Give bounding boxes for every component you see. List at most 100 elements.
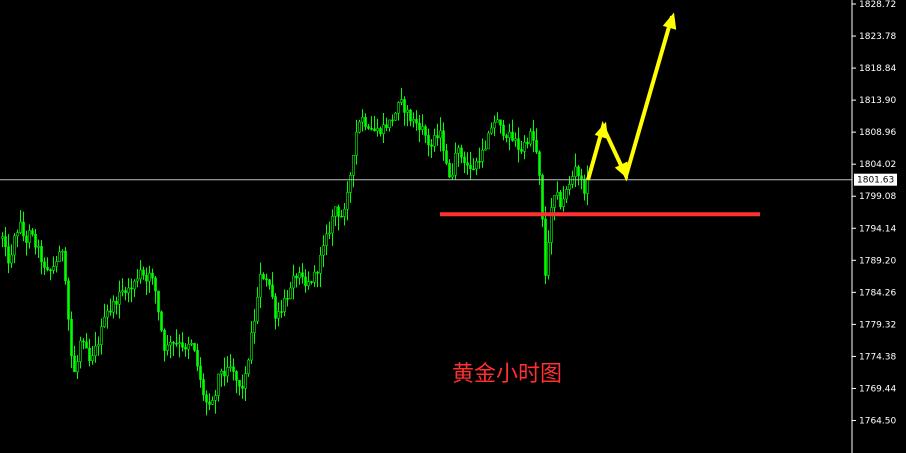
candle xyxy=(325,224,328,256)
y-tick-label: 1823.78 xyxy=(859,32,896,42)
candle xyxy=(199,357,202,388)
candle xyxy=(400,87,403,106)
candle xyxy=(169,335,172,359)
candle xyxy=(301,263,304,284)
candle xyxy=(412,112,415,128)
candle xyxy=(145,267,148,295)
candle xyxy=(244,366,247,401)
candle xyxy=(4,226,7,257)
y-tick-label: 1779.32 xyxy=(859,320,896,330)
candle xyxy=(379,126,382,137)
candle xyxy=(469,151,472,180)
candle xyxy=(523,135,526,160)
candle xyxy=(148,265,151,293)
candle xyxy=(346,181,349,221)
candle xyxy=(127,278,130,303)
candle xyxy=(241,374,244,399)
candle xyxy=(103,303,106,328)
candle xyxy=(76,355,79,380)
candle xyxy=(97,336,100,356)
candle xyxy=(298,266,301,285)
y-tick-label: 1813.90 xyxy=(859,96,896,106)
candle xyxy=(19,210,22,235)
chart-annotation: 黄金小时图 xyxy=(452,362,562,387)
candle xyxy=(193,342,196,353)
candle xyxy=(526,137,529,149)
candle xyxy=(370,116,373,131)
candle xyxy=(565,186,568,203)
candle xyxy=(124,286,127,301)
candle xyxy=(136,269,139,288)
candle xyxy=(16,229,19,248)
candle xyxy=(478,147,481,169)
candle xyxy=(73,345,76,373)
candle xyxy=(220,368,223,387)
candle xyxy=(184,343,187,357)
candle xyxy=(475,157,478,176)
forecast-arrowhead xyxy=(662,12,677,30)
y-tick-label: 1808.96 xyxy=(859,128,896,138)
candle xyxy=(385,117,388,131)
candle xyxy=(196,343,199,372)
candle xyxy=(382,112,385,144)
candle xyxy=(439,117,442,152)
current-price-badge xyxy=(854,173,897,186)
candle xyxy=(484,140,487,151)
candle xyxy=(391,114,394,127)
candle xyxy=(337,204,340,231)
candle xyxy=(319,246,322,288)
candle xyxy=(247,358,250,377)
candle xyxy=(340,209,343,218)
candle xyxy=(460,144,463,164)
candle xyxy=(280,300,283,318)
candle xyxy=(130,278,133,303)
candle xyxy=(43,257,46,276)
candle xyxy=(457,144,460,167)
candle xyxy=(517,127,520,163)
candle xyxy=(334,206,337,226)
candle xyxy=(466,152,469,175)
candle xyxy=(250,321,253,364)
candle xyxy=(295,273,298,288)
candle xyxy=(394,112,397,121)
candle xyxy=(13,233,16,264)
candle xyxy=(415,110,418,131)
candle xyxy=(556,181,559,200)
candle xyxy=(226,356,229,383)
candle xyxy=(490,122,493,135)
candle xyxy=(37,239,40,259)
forecast-arrowhead xyxy=(594,121,608,140)
candle xyxy=(307,271,310,290)
candle xyxy=(79,336,82,369)
candle xyxy=(502,119,505,141)
candle xyxy=(511,119,514,142)
candle xyxy=(235,370,238,394)
candle xyxy=(49,268,52,281)
y-tick-label: 1804.02 xyxy=(859,160,896,170)
candle xyxy=(322,235,325,268)
candle xyxy=(436,123,439,146)
candle xyxy=(133,279,136,298)
candle xyxy=(64,247,67,285)
candle xyxy=(31,228,34,237)
candle xyxy=(277,302,280,327)
candle xyxy=(397,101,400,121)
candle xyxy=(292,264,295,300)
candle xyxy=(1,232,4,248)
candle xyxy=(328,221,331,239)
candle xyxy=(313,265,316,287)
candle xyxy=(259,262,262,309)
candle xyxy=(106,304,109,329)
candle xyxy=(202,373,205,402)
candle xyxy=(187,336,190,360)
candle xyxy=(403,96,406,126)
y-tick-label: 1769.44 xyxy=(859,384,896,394)
candle xyxy=(538,150,541,185)
candle xyxy=(430,139,433,159)
candle xyxy=(373,115,376,132)
candle xyxy=(82,338,85,350)
price-axis: 1828.72 1823.78 1818.84 1813.90 1808.96 1804.… xyxy=(852,0,896,427)
candle xyxy=(310,280,313,285)
candle xyxy=(109,298,112,316)
